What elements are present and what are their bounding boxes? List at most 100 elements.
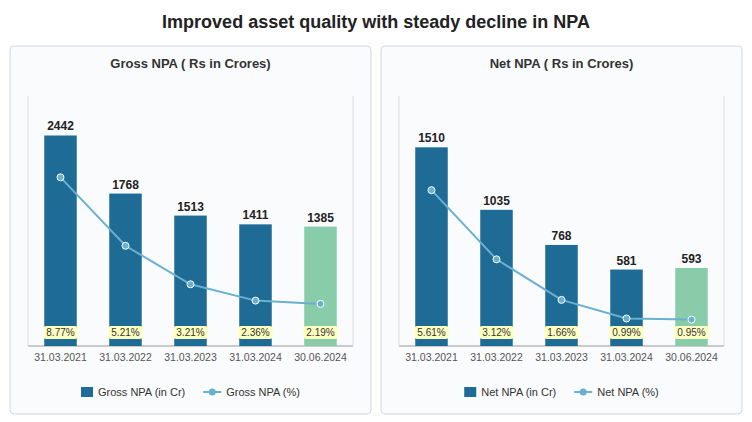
x-tick-label: 31.03.2022 [99,351,152,363]
pct-label: 5.61% [414,326,448,339]
x-tick-label: 31.03.2023 [535,351,588,363]
y2-axis-line [353,96,354,346]
pct-label-box [43,326,77,339]
bar [610,270,643,346]
bar-value-label: 2442 [47,119,74,133]
bar [239,224,272,346]
pct-label: 5.21% [108,326,142,339]
bar-value-label: 581 [616,254,636,268]
pct-label-text: 3.21% [176,327,204,338]
legend-label: Gross NPA (%) [226,386,300,398]
line-marker [428,187,435,194]
bar-value-label: 768 [551,229,571,243]
plot-area [415,147,708,346]
panel-frame [381,46,742,414]
line [432,190,692,319]
bar [415,147,448,346]
legend-swatch [81,387,93,397]
y2-axis-line [724,96,725,346]
legend-label: Net NPA (in Cr) [481,386,556,398]
chart-root: Improved asset quality with steady decli… [0,0,752,422]
pct-label-text: 0.99% [612,327,640,338]
pct-label: 0.95% [674,326,708,339]
bar-value-label: 1513 [177,200,204,214]
line-marker [493,256,500,263]
bar [44,135,77,346]
pct-label-box [674,326,708,339]
x-tick-label: 31.03.2024 [229,351,282,363]
pct-label-box [414,326,448,339]
legend-item: Gross NPA (%) [203,386,300,398]
y-axis-line [28,96,29,346]
pct-label-text: 5.21% [111,327,139,338]
pct-label-box [544,326,578,339]
line-marker [57,174,64,181]
x-tick-label: 31.03.2021 [405,351,458,363]
pct-label: 1.66% [544,326,578,339]
pct-label-box [479,326,513,339]
panel-title: Net NPA ( Rs in Crores) [490,56,634,71]
pct-label-text: 1.66% [547,327,575,338]
x-tick-label: 31.03.2023 [164,351,217,363]
x-tick-label: 31.03.2024 [600,351,653,363]
labels: 2442 1768 1513 1411 1385 8.77% 5.21% 3.21% 2.36%… [43,119,337,339]
bar [174,216,207,346]
legend-item: Net NPA (%) [574,386,659,398]
legend-marker [209,389,216,396]
bar-value-label: 1035 [483,194,510,208]
legend-item: Gross NPA (in Cr) [81,386,185,398]
bar [304,227,337,346]
pct-label: 2.19% [303,326,337,339]
x-tick-label: 30.06.2024 [294,351,347,363]
line-marker [252,297,259,304]
line-marker [317,300,324,307]
legend-swatch [464,387,476,397]
bar-value-label: 1411 [242,208,268,222]
bar [675,268,708,346]
line-marker [623,315,630,322]
bar [480,210,513,346]
pct-label: 8.77% [43,326,77,339]
legend: Net NPA (in Cr) Net NPA (%) [464,386,659,398]
legend-label: Net NPA (%) [597,386,659,398]
plot-area [44,135,337,346]
legend: Gross NPA (in Cr) Gross NPA (%) [81,386,300,398]
pct-label-box [108,326,142,339]
panel-title: Gross NPA ( Rs in Crores) [110,56,270,71]
page-title: Improved asset quality with steady decli… [162,12,590,32]
x-tick-label: 31.03.2022 [470,351,523,363]
line-marker [187,281,194,288]
y-axis-line [399,96,400,346]
legend-item: Net NPA (in Cr) [464,386,556,398]
bar [545,245,578,346]
bar [109,194,142,346]
pct-label-text: 2.36% [241,327,269,338]
x-tick-label: 31.03.2021 [34,351,87,363]
panel-frame [10,46,371,414]
pct-label: 3.12% [479,326,513,339]
bar-value-label: 1768 [112,178,139,192]
x-tick-label: 30.06.2024 [665,351,718,363]
line-marker [688,316,695,323]
pct-label-box [238,326,272,339]
legend-marker [580,389,587,396]
bar-value-label: 1510 [418,131,445,145]
bar-value-label: 1385 [307,211,334,225]
legend-label: Gross NPA (in Cr) [98,386,185,398]
pct-label-text: 0.95% [677,327,705,338]
pct-label-text: 5.61% [417,327,445,338]
pct-label-box [173,326,207,339]
labels: 1510 1035 768 581 593 5.61% 3.12% 1.66% 0.99% 0.9… [414,131,708,339]
pct-label: 3.21% [173,326,207,339]
line-marker [122,242,129,249]
line-marker [558,296,565,303]
pct-label-box [609,326,643,339]
pct-label-box [303,326,337,339]
pct-label-text: 8.77% [46,327,74,338]
pct-label: 2.36% [238,326,272,339]
pct-label-text: 3.12% [482,327,510,338]
line [61,177,321,304]
pct-label-text: 2.19% [306,327,334,338]
pct-label: 0.99% [609,326,643,339]
bar-value-label: 593 [681,252,701,266]
